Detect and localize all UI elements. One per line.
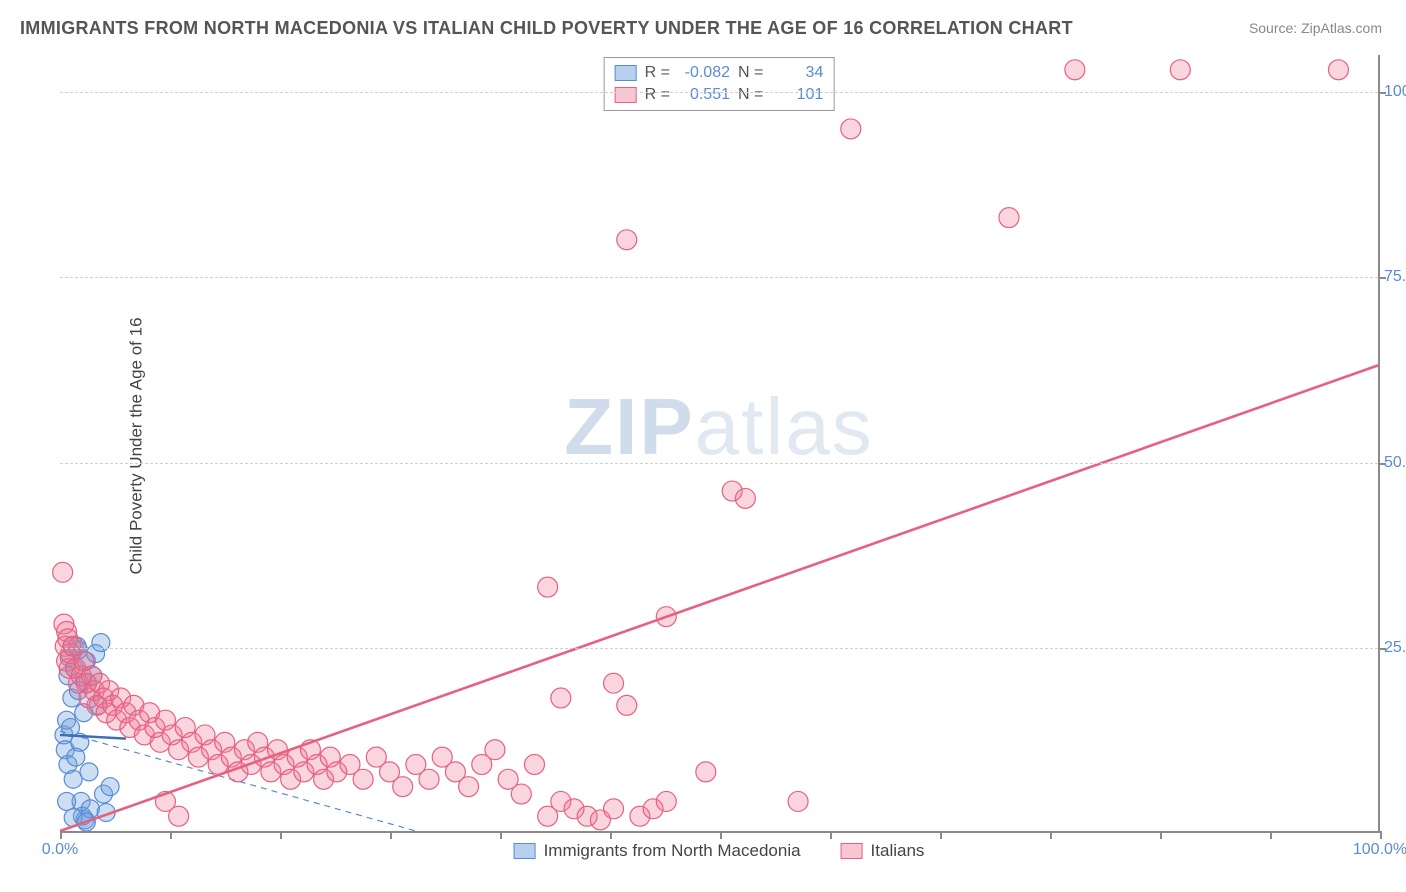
x-tick: [610, 831, 612, 839]
r-label: R =: [645, 62, 670, 84]
data-point: [538, 577, 558, 597]
source-attribution: Source: ZipAtlas.com: [1249, 20, 1382, 36]
x-tick: [1160, 831, 1162, 839]
x-tick: [170, 831, 172, 839]
correlation-stats-box: R = -0.082 N = 34 R = 0.551 N = 101: [604, 57, 835, 111]
gridline: [60, 463, 1378, 464]
chart-title: IMMIGRANTS FROM NORTH MACEDONIA VS ITALI…: [20, 18, 1073, 39]
chart-svg: [60, 55, 1378, 831]
gridline: [60, 277, 1378, 278]
data-point: [92, 634, 110, 652]
data-point: [53, 562, 73, 582]
swatch-series-0: [615, 65, 637, 81]
data-point: [1065, 60, 1085, 80]
data-point: [524, 755, 544, 775]
data-point: [999, 208, 1019, 228]
stats-row-series-1: R = 0.551 N = 101: [615, 84, 824, 106]
data-point: [788, 791, 808, 811]
legend-label-1: Italians: [871, 841, 925, 861]
x-tick: [60, 831, 62, 839]
data-point: [696, 762, 716, 782]
swatch-series-1: [615, 87, 637, 103]
n-value-series-1: 101: [771, 84, 823, 106]
x-tick: [500, 831, 502, 839]
x-tick: [1050, 831, 1052, 839]
data-point: [393, 777, 413, 797]
data-point: [64, 770, 82, 788]
r-value-series-0: -0.082: [678, 62, 730, 84]
y-tick-label: 100.0%: [1384, 83, 1406, 101]
data-point: [617, 695, 637, 715]
data-point: [841, 119, 861, 139]
n-label: N =: [738, 62, 763, 84]
data-point: [656, 791, 676, 811]
data-point: [604, 673, 624, 693]
data-point: [101, 778, 119, 796]
r-label: R =: [645, 84, 670, 106]
x-tick: [280, 831, 282, 839]
legend-swatch-1: [841, 843, 863, 859]
legend-swatch-0: [514, 843, 536, 859]
n-value-series-0: 34: [771, 62, 823, 84]
data-point: [485, 740, 505, 760]
data-point: [58, 792, 76, 810]
y-tick-label: 25.0%: [1384, 639, 1406, 657]
data-point: [1328, 60, 1348, 80]
y-tick-label: 50.0%: [1384, 454, 1406, 472]
data-point: [617, 230, 637, 250]
data-point: [80, 763, 98, 781]
x-tick-label: 100.0%: [1353, 841, 1406, 859]
x-tick: [720, 831, 722, 839]
data-point: [551, 688, 571, 708]
data-point: [511, 784, 531, 804]
stats-row-series-0: R = -0.082 N = 34: [615, 62, 824, 84]
x-tick: [830, 831, 832, 839]
legend-label-0: Immigrants from North Macedonia: [544, 841, 801, 861]
bottom-legend: Immigrants from North Macedonia Italians: [514, 841, 925, 861]
legend-item-1: Italians: [841, 841, 925, 861]
gridline: [60, 648, 1378, 649]
data-point: [735, 488, 755, 508]
plot-area: ZIPatlas R = -0.082 N = 34 R = 0.551 N =…: [60, 55, 1380, 833]
x-tick: [1380, 831, 1382, 839]
data-point: [169, 806, 189, 826]
data-point: [604, 799, 624, 819]
data-point: [419, 769, 439, 789]
x-tick: [940, 831, 942, 839]
data-point: [1170, 60, 1190, 80]
n-label: N =: [738, 84, 763, 106]
legend-item-0: Immigrants from North Macedonia: [514, 841, 801, 861]
x-tick: [1270, 831, 1272, 839]
x-tick: [390, 831, 392, 839]
data-point: [353, 769, 373, 789]
gridline: [60, 92, 1378, 93]
r-value-series-1: 0.551: [678, 84, 730, 106]
y-tick-label: 75.0%: [1384, 268, 1406, 286]
data-point: [459, 777, 479, 797]
trend-line: [60, 365, 1378, 831]
x-tick-label: 0.0%: [42, 841, 78, 859]
